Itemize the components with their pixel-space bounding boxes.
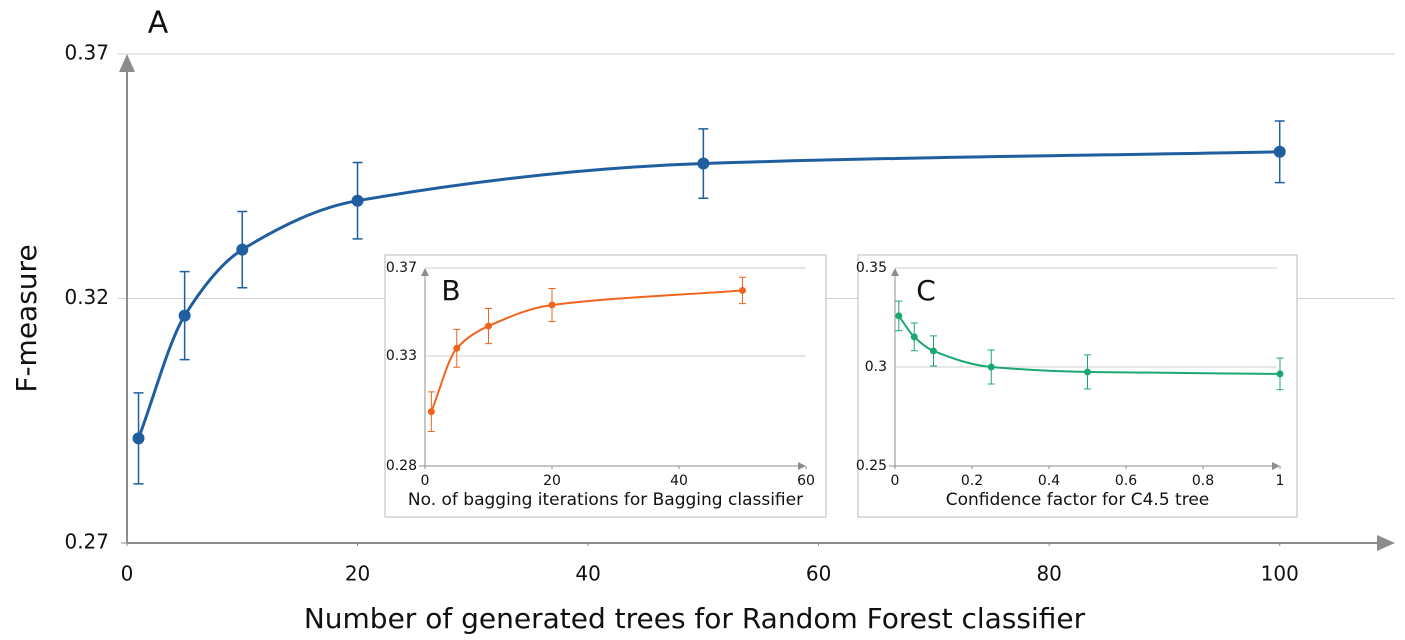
x-tick-label: 80 [1036, 562, 1061, 586]
point [1276, 370, 1284, 378]
x-tick-label: 0 [121, 562, 134, 586]
point [1273, 145, 1286, 158]
x-axis-label: Confidence factor for C4.5 tree [946, 490, 1209, 510]
x-tick-label: 0.8 [1192, 473, 1214, 489]
inset-frame [384, 254, 827, 518]
y-axis-arrow [421, 268, 429, 276]
panel-label: B [441, 274, 460, 307]
y-axis-label: F-measure [10, 244, 43, 392]
y-axis-arrow [119, 54, 135, 72]
x-axis-arrow [798, 462, 806, 470]
x-tick-label: 40 [670, 473, 688, 489]
panel-label: A [148, 6, 169, 41]
x-tick-label: 0 [891, 473, 900, 489]
x-tick-label: 60 [806, 562, 831, 586]
point [427, 408, 435, 416]
y-tick-label: 0.35 [856, 260, 887, 276]
x-axis-arrow [1272, 462, 1280, 470]
y-tick-label: 0.32 [64, 285, 109, 309]
x-tick-label: 20 [345, 562, 370, 586]
x-axis-label: No. of bagging iterations for Bagging cl… [408, 490, 803, 510]
y-tick-label: 0.25 [856, 458, 887, 474]
point [895, 312, 903, 320]
y-tick-label: 0.37 [64, 41, 109, 65]
x-axis-arrow [1377, 535, 1395, 551]
inset-frame [857, 254, 1298, 518]
y-axis-arrow [891, 268, 899, 276]
point [910, 333, 918, 341]
point [178, 309, 191, 322]
point [697, 157, 710, 170]
y-tick-label: 0.33 [386, 348, 417, 364]
point [236, 243, 249, 256]
x-tick-label: 100 [1261, 562, 1299, 586]
point [351, 194, 364, 207]
x-tick-label: 40 [575, 562, 600, 586]
point [548, 301, 556, 309]
point [132, 432, 145, 445]
y-tick-label: 0.37 [386, 260, 417, 276]
x-axis-label: Number of generated trees for Random For… [304, 602, 1086, 635]
x-tick-label: 0.6 [1115, 473, 1137, 489]
x-tick-label: 60 [797, 473, 815, 489]
point [453, 344, 461, 352]
point [485, 322, 492, 330]
x-tick-label: 1 [1276, 473, 1285, 489]
x-tick-label: 0.2 [961, 473, 983, 489]
x-tick-label: 20 [543, 473, 561, 489]
y-tick-label: 0.3 [865, 359, 887, 375]
point [930, 347, 937, 355]
x-tick-label: 0 [421, 473, 430, 489]
x-tick-label: 0.4 [1038, 473, 1060, 489]
y-tick-label: 0.28 [386, 458, 417, 474]
panel-label: C [916, 274, 936, 307]
line [430, 289, 743, 413]
point [987, 363, 995, 371]
y-tick-label: 0.27 [64, 530, 109, 554]
point [739, 286, 746, 294]
point [1084, 368, 1091, 376]
